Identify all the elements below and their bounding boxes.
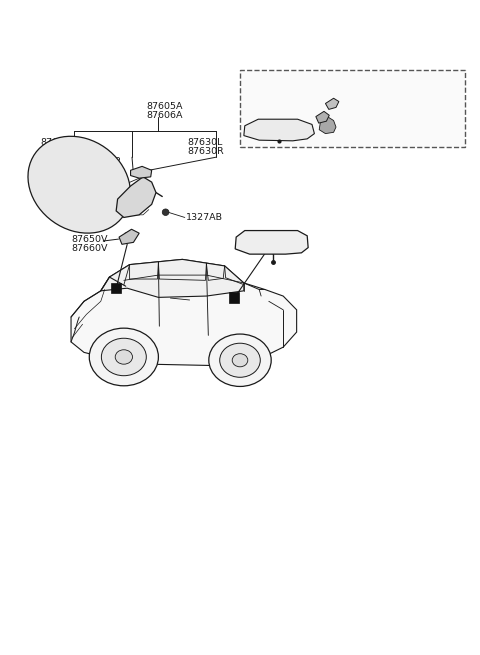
Polygon shape: [235, 231, 308, 254]
Polygon shape: [101, 259, 244, 297]
Ellipse shape: [28, 136, 131, 233]
Polygon shape: [116, 177, 156, 217]
Ellipse shape: [220, 343, 260, 377]
Polygon shape: [325, 98, 339, 109]
Text: 87605A: 87605A: [146, 102, 183, 111]
Polygon shape: [316, 111, 329, 123]
Text: 87622: 87622: [91, 166, 121, 175]
Ellipse shape: [89, 328, 158, 386]
Text: 87623A: 87623A: [41, 138, 77, 147]
Polygon shape: [131, 166, 152, 178]
FancyBboxPatch shape: [240, 70, 465, 147]
Ellipse shape: [232, 354, 248, 367]
Ellipse shape: [101, 338, 146, 376]
Text: 87606A: 87606A: [146, 111, 183, 120]
Text: (W/HOME LINK SYS): (W/HOME LINK SYS): [258, 81, 352, 90]
Text: 87630L: 87630L: [187, 138, 223, 147]
Text: 85101: 85101: [240, 128, 270, 137]
Text: 85101: 85101: [274, 236, 303, 245]
Polygon shape: [319, 117, 336, 134]
Polygon shape: [119, 229, 139, 244]
Ellipse shape: [162, 209, 169, 215]
Text: 87624B: 87624B: [41, 147, 77, 157]
Text: 87650V: 87650V: [71, 234, 108, 244]
Text: 87609B: 87609B: [245, 113, 281, 122]
Ellipse shape: [115, 350, 132, 364]
Text: 87612: 87612: [91, 157, 121, 166]
Text: 87614A: 87614A: [262, 99, 298, 108]
Ellipse shape: [209, 334, 271, 386]
Polygon shape: [71, 259, 297, 365]
Bar: [111, 283, 121, 293]
Bar: [229, 292, 239, 303]
Text: 1327AB: 1327AB: [186, 213, 223, 222]
Text: 87660V: 87660V: [71, 244, 108, 253]
Polygon shape: [244, 119, 314, 141]
Text: 87630R: 87630R: [187, 147, 224, 157]
